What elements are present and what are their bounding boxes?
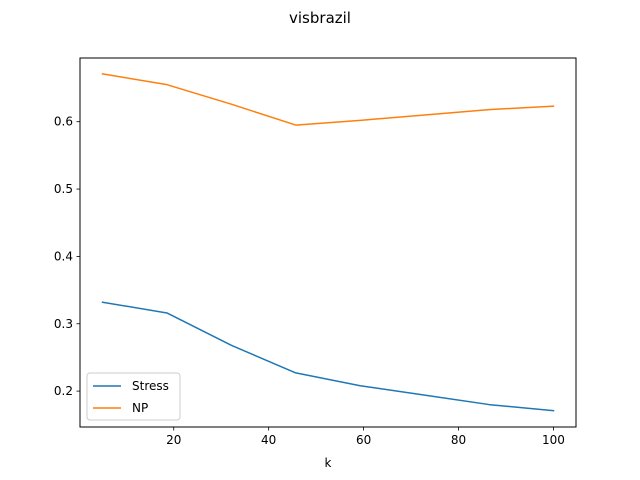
axes-frame [79,57,577,428]
y-tick-label: 0.3 [54,317,73,331]
y-tick-label: 0.5 [54,182,73,196]
plot-lines [101,73,555,412]
legend-label: Stress [132,379,169,393]
series-line-stress [101,301,555,412]
x-axis-ticks: 20 40 60 80 100 [166,427,565,447]
series-line-np [101,73,555,126]
y-axis-ticks: 0.2 0.3 0.4 0.5 0.6 [54,115,80,398]
x-tick-label: 40 [261,433,276,447]
legend-label: NP [132,401,148,415]
y-tick-label: 0.6 [54,115,73,129]
y-tick-label: 0.2 [54,384,73,398]
y-tick-label: 0.4 [54,249,73,263]
chart-title: visbrazil [289,9,351,27]
x-axis-label: k [325,456,332,470]
x-tick-label: 80 [451,433,466,447]
x-tick-label: 100 [542,433,565,447]
x-tick-label: 20 [166,433,181,447]
x-tick-label: 60 [356,433,371,447]
legend: Stress NP [86,372,181,421]
